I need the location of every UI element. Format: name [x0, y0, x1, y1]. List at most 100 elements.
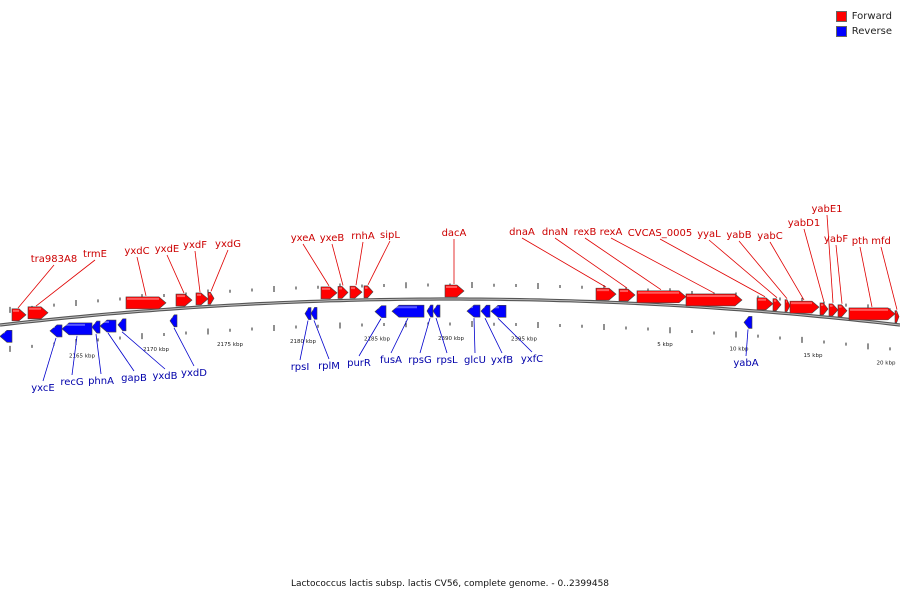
label-leader-forward	[738, 240, 788, 299]
gene-label-reverse: rpsG	[408, 355, 431, 366]
label-leader-forward	[880, 246, 898, 310]
scale-label: 15 kbp	[804, 353, 823, 359]
label-leader-forward	[803, 228, 825, 303]
gene-label-forward: dnaN	[542, 227, 568, 238]
label-leader-forward	[194, 250, 201, 293]
label-leader-forward	[166, 254, 185, 294]
label-leader-reverse	[107, 332, 135, 372]
gene-label-reverse: purR	[347, 358, 371, 369]
gene-arrow-forward	[789, 300, 820, 314]
label-leader-forward	[859, 246, 873, 307]
label-leader-reverse	[390, 318, 409, 354]
label-leader-reverse	[473, 318, 476, 354]
gene-label-forward: sipL	[380, 230, 400, 241]
label-leader-reverse	[42, 337, 57, 382]
gene-arrow-reverse	[426, 304, 434, 318]
gene-arrow-forward	[337, 286, 349, 299]
gene-label-forward: yabC	[757, 231, 782, 242]
gene-arrow-forward	[349, 285, 363, 299]
gene-arrow-forward	[828, 303, 839, 317]
gene-label-forward: yabB	[726, 230, 751, 241]
gene-arrow-reverse	[391, 304, 425, 318]
label-leader-forward	[835, 244, 843, 304]
label-leader-forward	[17, 264, 55, 309]
gene-arrow-forward	[11, 308, 27, 322]
gene-arrow-forward	[195, 292, 209, 306]
scale-label: 2170 kbp	[143, 347, 169, 353]
gene-label-reverse: yxfB	[491, 355, 513, 366]
scale-label: 2395 kbp	[511, 337, 537, 343]
gene-arrow-forward	[27, 306, 49, 320]
label-leader-forward	[610, 237, 715, 294]
gene-label-forward: yabF	[824, 234, 848, 245]
label-leader-forward	[35, 259, 96, 307]
label-leader-forward	[659, 238, 766, 298]
gene-label-reverse: rpsI	[291, 362, 310, 373]
gene-arrow-forward	[894, 310, 900, 323]
label-leader-forward	[367, 240, 391, 286]
gene-label-forward: yxdF	[183, 240, 207, 251]
label-leader-reverse	[95, 334, 102, 375]
gene-arrow-forward	[363, 285, 374, 299]
gene-arrow-reverse	[117, 318, 127, 332]
gene-arrow-reverse	[310, 307, 318, 320]
gene-label-reverse: yxdD	[181, 368, 207, 379]
scale-label: 20 kbp	[877, 360, 896, 366]
gene-label-forward: rexB	[574, 227, 597, 238]
gene-arrow-reverse	[49, 324, 63, 338]
gene-label-reverse: yxfC	[521, 354, 543, 365]
label-leader-reverse	[497, 318, 533, 353]
label-leader-forward	[584, 237, 662, 291]
gene-arrow-reverse	[169, 314, 178, 328]
legend: Forward Reverse	[835, 9, 892, 39]
gene-arrow-forward	[756, 297, 774, 311]
label-leader-forward	[521, 237, 607, 288]
label-leader-reverse	[71, 335, 78, 376]
gene-label-forward: yxdE	[155, 244, 180, 255]
gene-arrow-forward	[784, 299, 791, 312]
gene-arrow-forward	[636, 290, 687, 304]
backbone-highlight	[0, 298, 900, 326]
gene-label-reverse: glcU	[464, 355, 486, 366]
gene-label-reverse: yxcE	[31, 383, 54, 394]
gene-label-reverse: yxdB	[152, 371, 177, 382]
gene-label-forward: yxeA	[291, 233, 316, 244]
legend-forward: Forward	[835, 9, 892, 24]
gene-arrow-forward	[618, 288, 636, 302]
gene-arrow-forward	[772, 298, 782, 312]
gene-arrow-reverse	[466, 304, 481, 318]
label-leader-forward	[331, 243, 344, 286]
forward-swatch	[835, 11, 847, 22]
gene-arrow-forward	[320, 286, 338, 300]
gene-arrow-forward	[819, 302, 829, 316]
gene-label-forward: yyaL	[697, 229, 721, 240]
legend-reverse: Reverse	[835, 24, 892, 39]
gene-label-reverse: fusA	[380, 355, 402, 366]
gene-arrow-forward	[175, 293, 193, 307]
label-leader-reverse	[358, 318, 382, 357]
scale-label: 10 kbp	[730, 347, 749, 353]
label-leader-reverse	[745, 329, 749, 357]
gene-arrow-reverse	[0, 330, 13, 343]
legend-forward-label: Forward	[851, 11, 892, 22]
label-leader-forward	[708, 239, 778, 299]
gene-label-reverse: rpsL	[436, 355, 458, 366]
label-leader-forward	[136, 256, 147, 296]
gene-arrow-forward	[595, 287, 617, 301]
gene-label-forward: yxdC	[124, 246, 149, 257]
gene-label-forward: tra983A8	[31, 254, 77, 265]
gene-label-forward: trmE	[83, 249, 107, 260]
gene-arrow-forward	[837, 304, 848, 318]
gene-arrow-reverse	[304, 307, 312, 320]
label-leader-reverse	[173, 327, 195, 367]
scale-label: 2185 kbp	[364, 337, 390, 343]
gene-label-reverse: gapB	[121, 373, 147, 384]
label-leader-forward	[302, 243, 330, 287]
gene-label-forward: yabD1	[788, 218, 820, 229]
gene-arrow-reverse	[374, 305, 387, 318]
scale-label: 2175 kbp	[217, 342, 243, 348]
gene-label-forward: rnhA	[351, 231, 375, 242]
label-leader-reverse	[419, 317, 431, 354]
genome-caption: Lactococcus lactis subsp. lactis CV56, c…	[290, 579, 610, 589]
